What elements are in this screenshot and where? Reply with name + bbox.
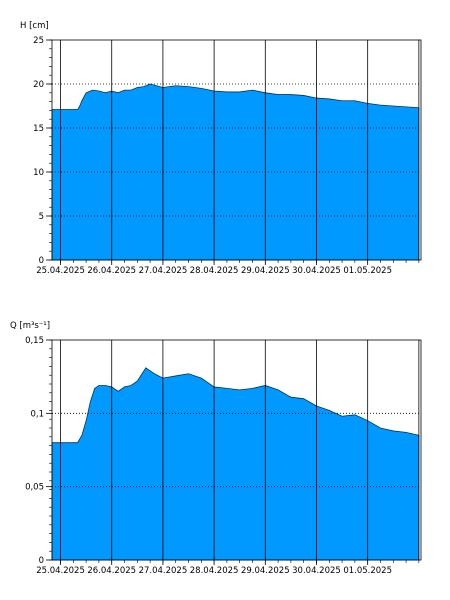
- y-tick-label: 5: [39, 212, 44, 222]
- y-tick-label: 10: [33, 168, 44, 178]
- x-tick-label: 25.04.2025: [36, 566, 85, 576]
- x-tick-label: 27.04.2025: [139, 266, 188, 276]
- y-tick-label: 20: [33, 80, 44, 90]
- y-tick-label: 15: [33, 124, 44, 134]
- y-tick-label: 0,05: [25, 483, 44, 493]
- x-tick-label: 26.04.2025: [87, 266, 136, 276]
- x-tick-label: 27.04.2025: [139, 566, 188, 576]
- x-tick-label: 28.04.2025: [190, 566, 239, 576]
- plot-border: [51, 39, 422, 261]
- x-tick-label: 30.04.2025: [292, 566, 341, 576]
- x-tick-label: 26.04.2025: [87, 566, 136, 576]
- y-tick-label: 0: [39, 556, 44, 566]
- water-level-axis-label: H [cm]: [20, 21, 49, 31]
- y-tick-label: 25: [33, 36, 44, 46]
- water-level-chart: H [cm] 0 5 10 15 20 25 25.04.2025 26.04.2025 27.…: [20, 21, 422, 276]
- y-tick-label: 0: [39, 256, 44, 266]
- x-tick-label: 29.04.2025: [241, 266, 290, 276]
- plot-border: [51, 339, 422, 561]
- x-tick-label: 30.04.2025: [292, 266, 341, 276]
- discharge-chart: Q [m³s⁻¹] 0 0,05 0,1 0,15 25.04.2025 26.04.20…: [10, 321, 422, 576]
- area-series: [51, 367, 420, 561]
- x-tick-label: 01.05.2025: [343, 566, 392, 576]
- x-tick-label: 25.04.2025: [36, 266, 85, 276]
- x-tick-label: 01.05.2025: [343, 266, 392, 276]
- x-tick-label: 29.04.2025: [241, 566, 290, 576]
- discharge-axis-label: Q [m³s⁻¹]: [10, 321, 50, 331]
- y-tick-label: 0,1: [30, 409, 44, 419]
- x-tick-label: 28.04.2025: [190, 266, 239, 276]
- y-tick-label: 0,15: [25, 336, 44, 346]
